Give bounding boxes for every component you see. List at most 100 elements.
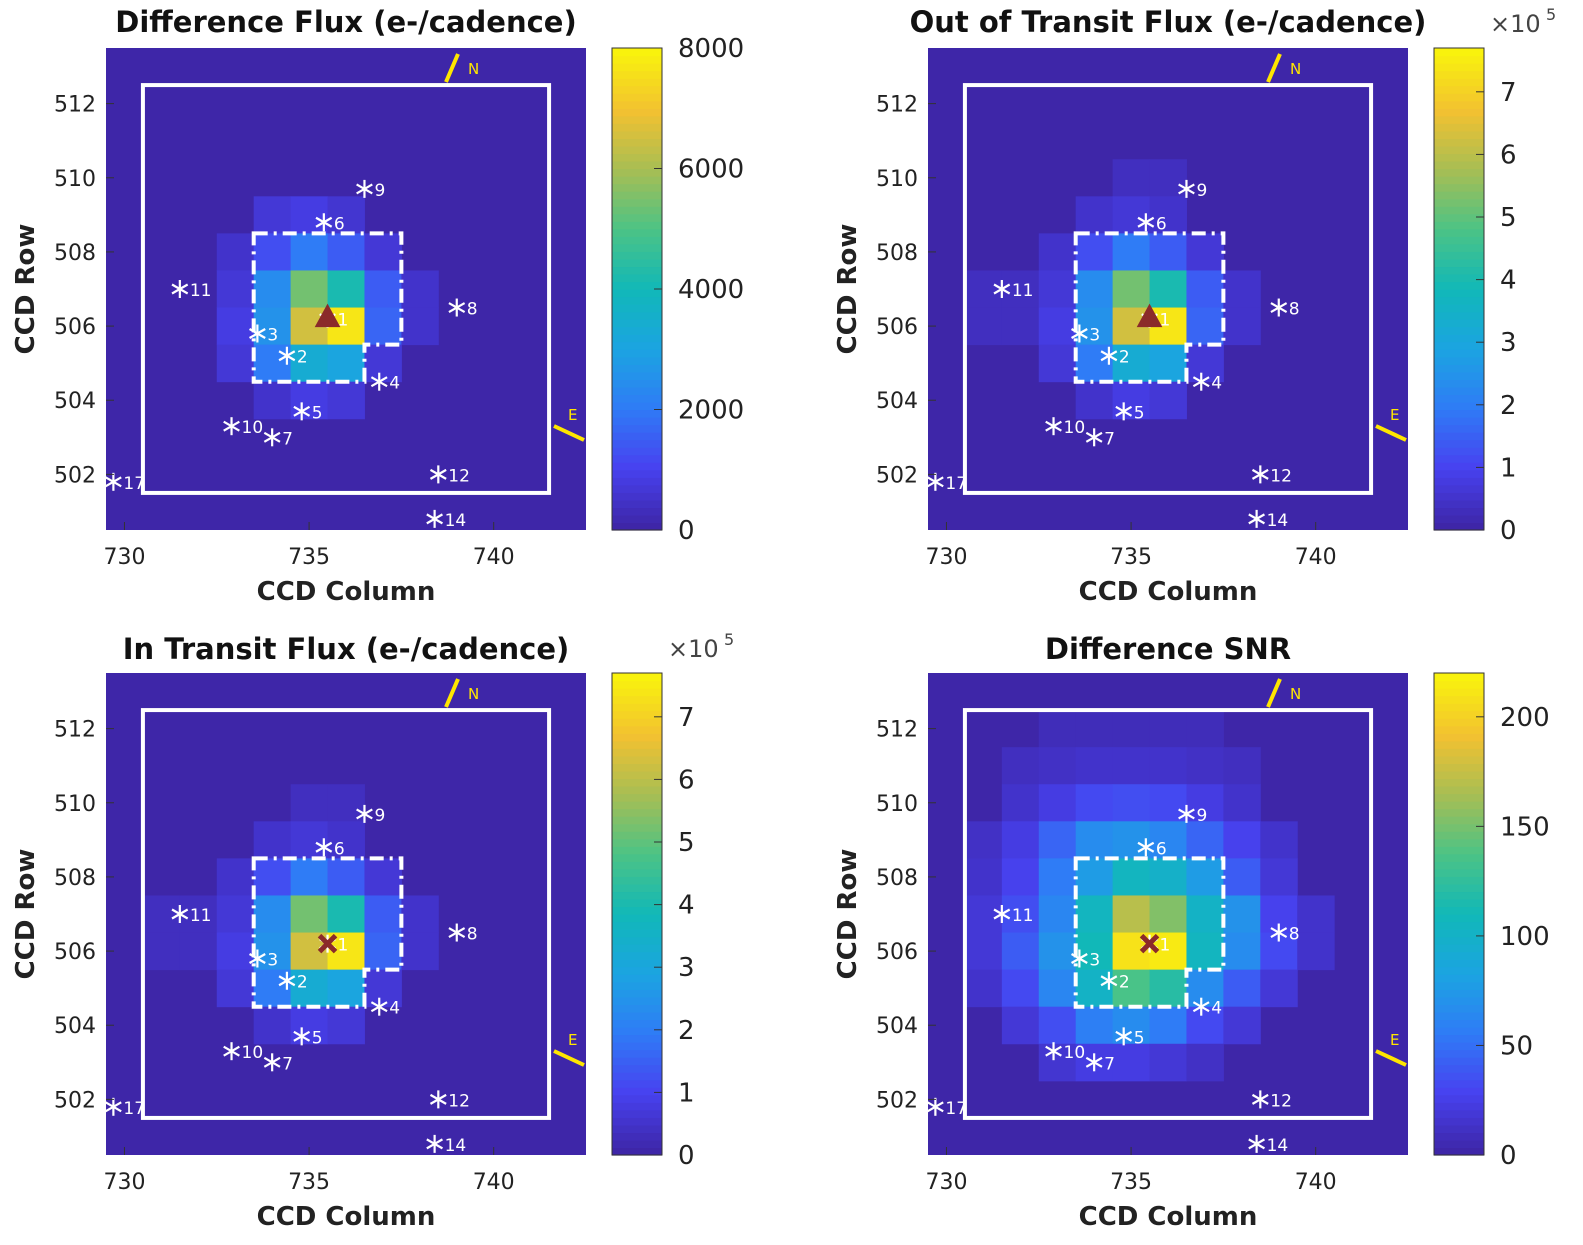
heatmap-cell (216, 307, 255, 346)
colorbar-tick-label: 0 (678, 1141, 695, 1171)
heatmap-cell (1223, 932, 1261, 971)
star-marker: 9 (356, 804, 385, 826)
colorbar-tick-label: 100 (1500, 922, 1550, 952)
y-tick-label: 512 (876, 718, 918, 743)
heatmap-cell (253, 1006, 292, 1045)
heatmap-cell (1075, 821, 1114, 859)
heatmap-cell (327, 858, 365, 896)
heatmap-cell (964, 270, 1003, 309)
heatmap-cell (327, 196, 365, 234)
heatmap-cell (1075, 270, 1114, 309)
star-label: 14 (1267, 1136, 1289, 1156)
heatmap-cell (290, 784, 329, 822)
star-label: 3 (1089, 325, 1100, 345)
heatmap-cell (401, 932, 439, 971)
star-label: 1 (1160, 936, 1171, 956)
heatmap-cell (290, 344, 329, 383)
heatmap-cell (216, 895, 255, 934)
star-label: 8 (467, 925, 478, 945)
x-tick-label: 735 (288, 1170, 330, 1195)
star-marker: 5 (293, 402, 323, 423)
heatmap-cell (1075, 233, 1114, 271)
star-marker: 10 (223, 417, 264, 438)
star-label: 11 (1012, 906, 1034, 926)
heatmap-cell (1149, 821, 1187, 859)
star-label: 4 (1211, 999, 1222, 1019)
heatmap-cell (1038, 932, 1077, 971)
heatmap-cell (290, 196, 329, 234)
heatmap-cell (179, 932, 218, 971)
heatmap-cell (253, 270, 292, 309)
colorbar-tick-label: 7 (1500, 78, 1517, 108)
north-arrow (444, 678, 460, 708)
heatmap-cell (1038, 1006, 1077, 1045)
optimal-aperture (251, 231, 404, 384)
heatmap-cell (1112, 710, 1151, 748)
star-label: 6 (1156, 214, 1167, 234)
star-marker: 4 (1192, 372, 1222, 394)
heatmap-cell (1112, 784, 1151, 822)
heatmap-cell (1149, 1043, 1187, 1082)
star-label: 10 (242, 418, 264, 438)
heatmap-cell (216, 932, 255, 971)
heatmap-cells (142, 784, 439, 1045)
y-tick-label: 504 (876, 1014, 918, 1039)
star-label: 12 (1270, 1091, 1292, 1111)
heatmap-cell (1038, 821, 1077, 859)
star-marker: 17 (105, 1097, 145, 1119)
heatmap-cell (1075, 710, 1114, 748)
heatmap-cell (1223, 895, 1261, 934)
x-tick-label: 740 (1295, 1170, 1337, 1195)
x-tick-label: 730 (925, 545, 967, 570)
star-label: 6 (1156, 839, 1167, 859)
heatmap-cell (964, 969, 1003, 1008)
x-axis-label: CCD Column (1079, 1202, 1258, 1232)
heatmap-cell (964, 932, 1003, 971)
y-tick-label: 508 (54, 241, 96, 266)
heatmap-cell (1075, 858, 1114, 896)
heatmap-cell (364, 344, 402, 383)
heatmap-cell (1223, 784, 1261, 822)
star-marker: 7 (263, 428, 293, 449)
star-label: 2 (1119, 348, 1130, 368)
heatmap-cell (364, 932, 402, 971)
east-arrow (1375, 1049, 1407, 1067)
star-marker: 14 (426, 1134, 466, 1156)
heatmap-cell (327, 233, 365, 271)
star-marker: 9 (356, 179, 385, 201)
outer-aperture (140, 708, 552, 1120)
star-marker: 8 (1270, 298, 1300, 320)
star-label: 14 (445, 511, 467, 531)
heatmap-cell (327, 270, 365, 309)
star-marker: 8 (1270, 923, 1300, 945)
colorbar-multiplier-exponent: 5 (724, 630, 734, 649)
north-label: N (468, 685, 479, 703)
heatmap-cell (327, 1006, 365, 1045)
colorbar-tick-label: 3 (1500, 328, 1517, 358)
star-marker: 3 (249, 324, 278, 345)
star-marker: 8 (448, 923, 478, 945)
colorbar-tick-label: 200 (1500, 703, 1550, 733)
y-tick-label: 512 (54, 718, 96, 743)
heatmap-cell (401, 895, 439, 934)
star-label: 10 (242, 1043, 264, 1063)
optimal-aperture (1073, 856, 1226, 1009)
heatmap-cell (1297, 895, 1335, 934)
heatmap-cell (290, 895, 329, 934)
star-marker: 11 (993, 905, 1034, 926)
heatmap-cell (216, 233, 255, 271)
colorbar-tick-label: 4000 (678, 275, 744, 305)
heatmap-cell (290, 270, 329, 309)
y-axis-label: CCD Row (11, 224, 41, 355)
north-arrow (444, 53, 460, 83)
colorbar-tick-label: 7 (678, 703, 695, 733)
heatmap-cell (290, 858, 329, 896)
heatmap-cell (1038, 270, 1077, 309)
heatmap-cell (1001, 858, 1040, 896)
heatmap-cell (253, 932, 292, 971)
star-marker: 14 (1248, 509, 1288, 531)
colorbar: 0 50 100 150 200 (1433, 672, 1550, 1171)
star-marker: 10 (223, 1042, 264, 1063)
star-marker: 2 (1100, 346, 1130, 368)
